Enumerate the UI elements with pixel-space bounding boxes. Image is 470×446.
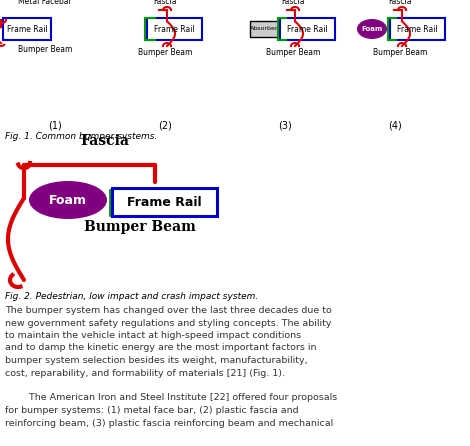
Text: The American Iron and Steel Institute [22] offered four proposals: The American Iron and Steel Institute [2…	[5, 393, 337, 402]
Text: Frame Rail: Frame Rail	[7, 25, 47, 33]
Text: The bumper system has changed over the last three decades due to: The bumper system has changed over the l…	[5, 306, 332, 315]
Bar	[390, 18, 445, 40]
Bar	[250, 21, 278, 37]
Text: Fig. 2. Pedestrian, low impact and crash impact system.: Fig. 2. Pedestrian, low impact and crash…	[5, 292, 258, 301]
Text: Absorber: Absorber	[250, 26, 278, 32]
Text: Fascia: Fascia	[80, 134, 130, 148]
Text: (3): (3)	[278, 120, 292, 130]
Text: Fascia: Fascia	[153, 0, 177, 6]
Text: Bumper Beam: Bumper Beam	[138, 48, 192, 57]
Ellipse shape	[29, 181, 107, 219]
Text: (1): (1)	[48, 120, 62, 130]
Bar	[112, 188, 217, 216]
Text: to maintain the vehicle intact at high-speed impact conditions: to maintain the vehicle intact at high-s…	[5, 331, 301, 340]
Bar	[280, 18, 335, 40]
Text: Fascia: Fascia	[281, 0, 305, 6]
Text: cost, reparability, and formability of materials [21] (Fig. 1).: cost, reparability, and formability of m…	[5, 368, 285, 377]
Text: Bumper Beam: Bumper Beam	[373, 48, 427, 57]
Text: Frame Rail: Frame Rail	[287, 25, 328, 33]
Text: reinforcing beam, (3) plastic fascia reinforcing beam and mechanical: reinforcing beam, (3) plastic fascia rei…	[5, 418, 333, 428]
Text: (4): (4)	[388, 120, 402, 130]
Text: Frame Rail: Frame Rail	[127, 195, 202, 208]
Text: for bumper systems: (1) metal face bar, (2) plastic fascia and: for bumper systems: (1) metal face bar, …	[5, 406, 298, 415]
Text: Fig. 1. Common bumper systems.: Fig. 1. Common bumper systems.	[5, 132, 157, 141]
Text: Metal Facebar: Metal Facebar	[18, 0, 72, 6]
Bar	[147, 18, 202, 40]
Ellipse shape	[357, 19, 387, 39]
Text: and to damp the kinetic energy are the most important factors in: and to damp the kinetic energy are the m…	[5, 343, 316, 352]
Text: Bumper Beam: Bumper Beam	[84, 220, 196, 234]
Text: bumper system selection besides its weight, manufacturability,: bumper system selection besides its weig…	[5, 356, 308, 365]
Text: new government safety regulations and styling concepts. The ability: new government safety regulations and st…	[5, 318, 331, 327]
Text: Bumper Beam: Bumper Beam	[266, 48, 320, 57]
Text: Frame Rail: Frame Rail	[154, 25, 195, 33]
Text: Foam: Foam	[361, 26, 383, 32]
Text: Foam: Foam	[49, 194, 87, 206]
Bar	[3, 18, 51, 40]
Text: (2): (2)	[158, 120, 172, 130]
Text: Fascia: Fascia	[388, 0, 412, 6]
Text: Frame Rail: Frame Rail	[397, 25, 438, 33]
Text: Bumper Beam: Bumper Beam	[18, 45, 72, 54]
